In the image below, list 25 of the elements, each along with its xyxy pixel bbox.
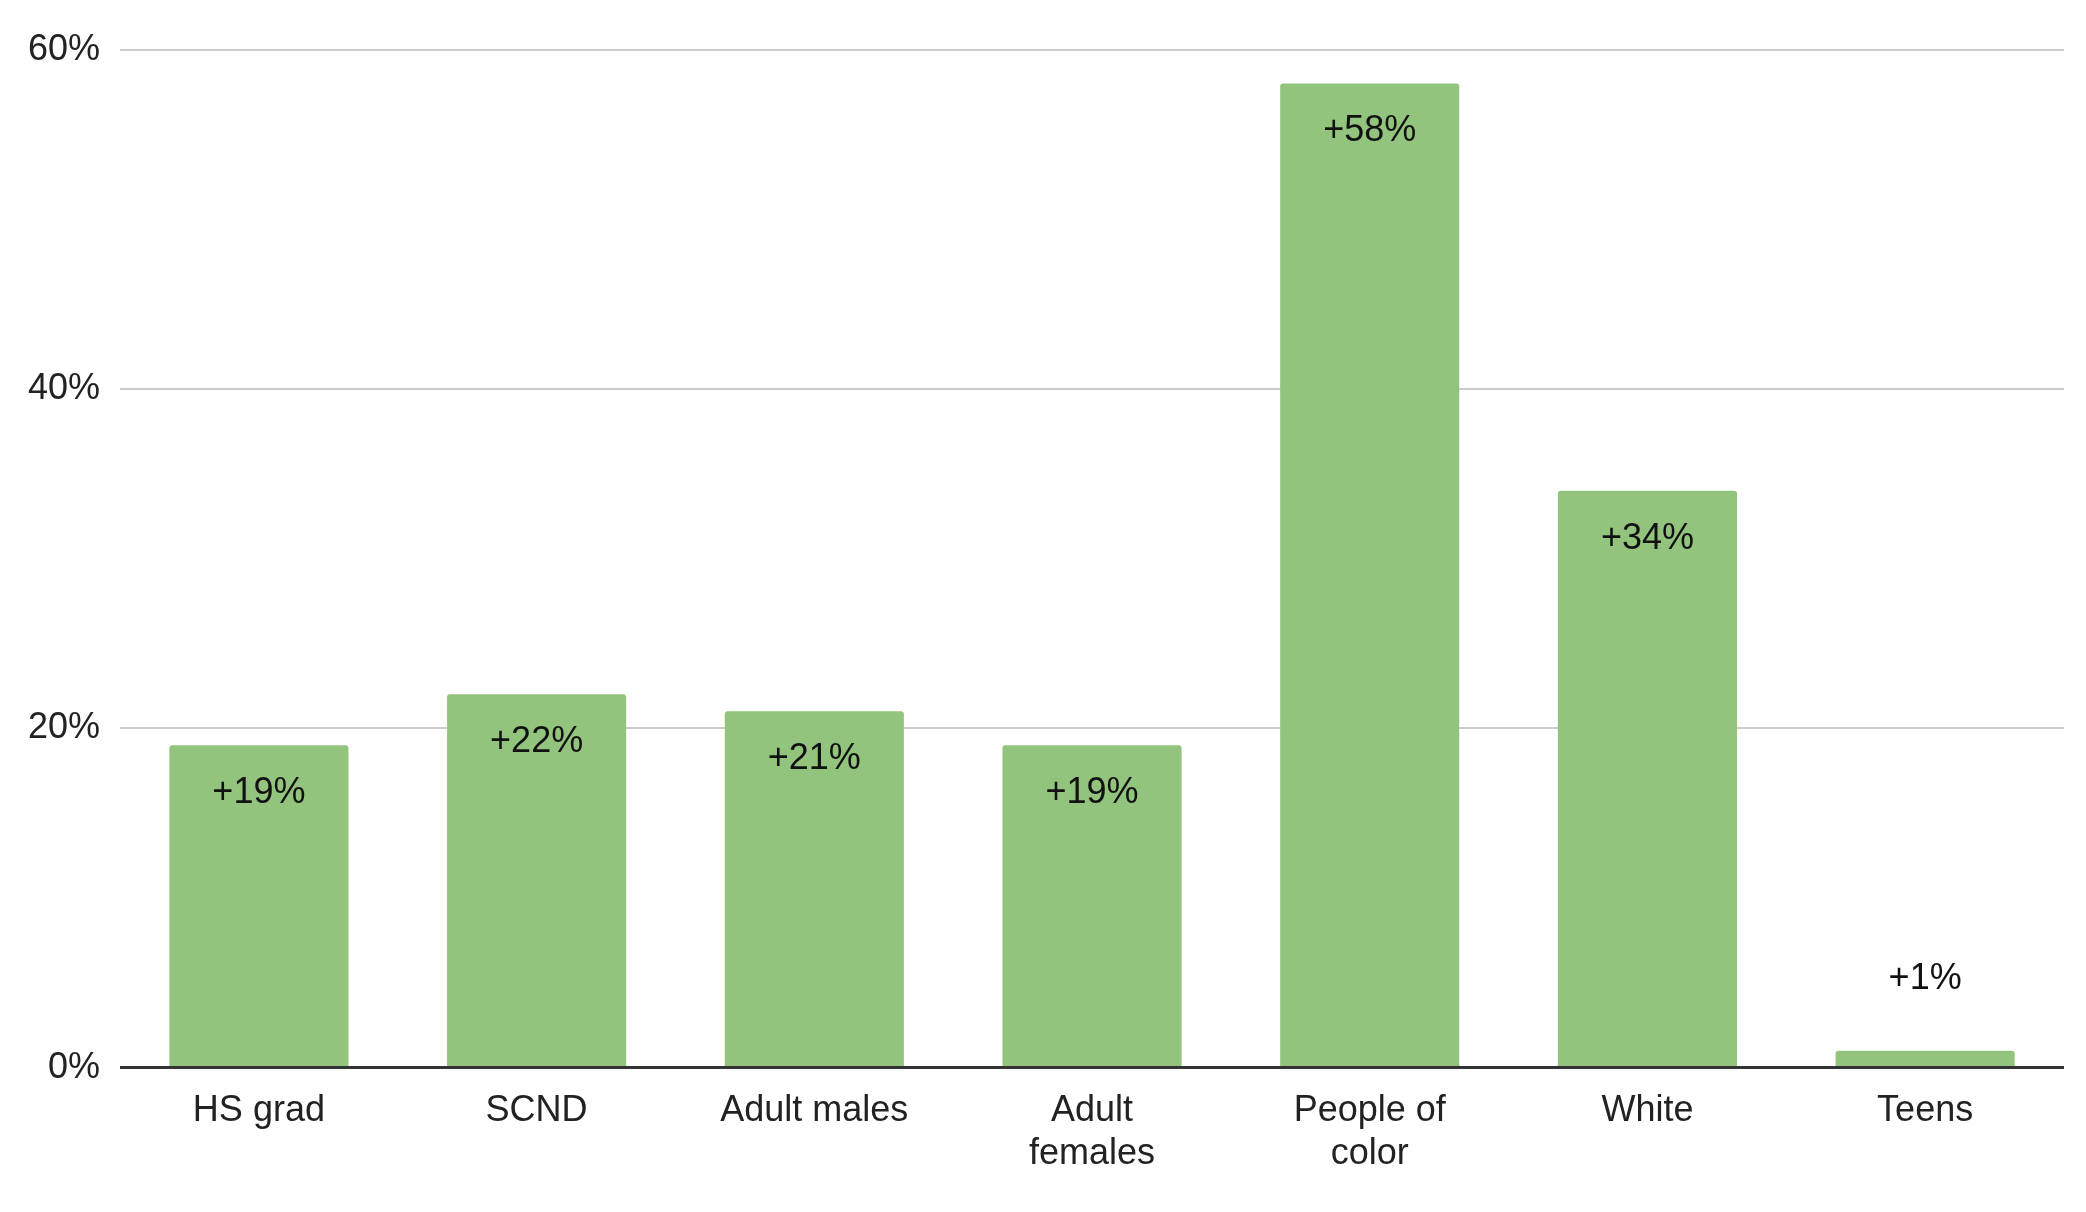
x-tick-label: Adult females [1029, 1088, 1156, 1173]
bar [169, 745, 349, 1067]
x-tick-label: Adult males [720, 1088, 909, 1130]
data-label: +22% [490, 719, 584, 761]
bar [1002, 745, 1182, 1067]
data-label: +58% [1323, 108, 1417, 150]
y-tick-label: 20% [27, 705, 101, 747]
y-tick-label: 0% [48, 1044, 101, 1086]
bar [1835, 1050, 2015, 1067]
x-tick-label: Teens [1877, 1088, 1974, 1130]
x-tick-label: SCND [485, 1088, 588, 1130]
bar [1557, 490, 1737, 1067]
bar [447, 694, 627, 1067]
data-label: +21% [767, 736, 861, 778]
y-tick-label: 40% [27, 365, 101, 407]
bar [724, 711, 904, 1067]
y-tick-label: 60% [27, 26, 101, 68]
bar [1280, 83, 1460, 1067]
x-tick-label: People of color [1293, 1088, 1447, 1173]
data-label: +34% [1600, 515, 1694, 557]
data-label: +19% [212, 770, 306, 812]
x-tick-label: White [1601, 1088, 1694, 1130]
data-label: +19% [1045, 770, 1139, 812]
data-label: +1% [1888, 955, 1962, 997]
x-tick-label: HS grad [192, 1088, 325, 1130]
